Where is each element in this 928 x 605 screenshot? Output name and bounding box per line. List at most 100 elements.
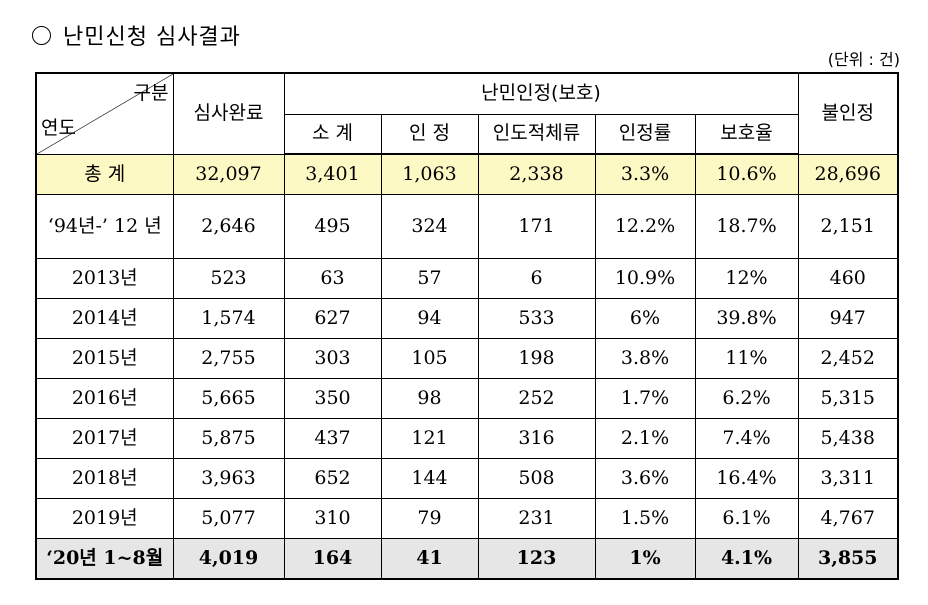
table-row: 2016년 5,665 350 98 252 1.7% 6.2% 5,315 <box>35 377 899 419</box>
table-cell: 198 <box>477 337 596 379</box>
row-label: 총 계 <box>35 153 174 195</box>
table-row: 총 계 32,097 3,401 1,063 2,338 3.3% 10.6% 28,696 <box>35 153 899 195</box>
table-cell: 32,097 <box>172 153 285 195</box>
table-cell: 4.1% <box>694 537 799 580</box>
table-cell: 10.6% <box>694 153 799 195</box>
table-cell: 3,855 <box>797 537 899 580</box>
table-row: 2017년 5,875 437 121 316 2.1% 7.4% 5,438 <box>35 417 899 459</box>
table-cell: 533 <box>477 297 596 339</box>
table-cell: 63 <box>283 257 382 299</box>
table-row: 2015년 2,755 303 105 198 3.8% 11% 2,452 <box>35 337 899 379</box>
table-cell: 523 <box>172 257 285 299</box>
table-cell: 1,063 <box>380 153 479 195</box>
table-cell: 39.8% <box>694 297 799 339</box>
row-label: 2018년 <box>35 457 174 499</box>
table-cell: 652 <box>283 457 382 499</box>
table-cell: 627 <box>283 297 382 339</box>
table-cell: 2,338 <box>477 153 596 195</box>
circle-bullet-icon <box>32 25 51 45</box>
table-row: ‘94년-’ 12 년 2,646 495 324 171 12.2% 18.7% 2,151 <box>35 193 899 259</box>
header-year: 연도 <box>41 116 76 139</box>
table-cell: 3,311 <box>797 457 899 499</box>
header-recognized-group: 난민인정(보호) <box>283 72 799 115</box>
table-cell: 5,875 <box>172 417 285 459</box>
table-cell: 6.1% <box>694 497 799 539</box>
table-cell: 11% <box>694 337 799 379</box>
table-cell: 18.7% <box>694 193 799 259</box>
table-cell: 1,574 <box>172 297 285 339</box>
table-cell: 41 <box>380 537 479 580</box>
table-cell: 121 <box>380 417 479 459</box>
table-cell: 2,452 <box>797 337 899 379</box>
table-cell: 3.6% <box>594 457 696 499</box>
row-label: 2016년 <box>35 377 174 419</box>
table-cell: 1.5% <box>594 497 696 539</box>
table-cell: 5,665 <box>172 377 285 419</box>
table-cell: 6% <box>594 297 696 339</box>
table-cell: 508 <box>477 457 596 499</box>
table-cell: 2,151 <box>797 193 899 259</box>
row-label: 2015년 <box>35 337 174 379</box>
table-cell: 105 <box>380 337 479 379</box>
header-reviewed: 심사완료 <box>172 72 285 155</box>
header-protection-rate: 보호율 <box>694 113 799 155</box>
table-cell: 7.4% <box>694 417 799 459</box>
table-cell: 947 <box>797 297 899 339</box>
table-cell: 3,401 <box>283 153 382 195</box>
table-row: ‘20년 1~8월 4,019 164 41 123 1% 4.1% 3,855 <box>35 537 899 580</box>
page-title: 난민신청 심사결과 <box>32 20 241 50</box>
table-cell: 324 <box>380 193 479 259</box>
table-cell: 10.9% <box>594 257 696 299</box>
table-cell: 123 <box>477 537 596 580</box>
table-cell: 12.2% <box>594 193 696 259</box>
table-cell: 5,315 <box>797 377 899 419</box>
table-cell: 1% <box>594 537 696 580</box>
row-label: 2013년 <box>35 257 174 299</box>
row-label: 2017년 <box>35 417 174 459</box>
table-cell: 3.3% <box>594 153 696 195</box>
table-cell: 164 <box>283 537 382 580</box>
header-humanitarian: 인도적체류 <box>477 113 596 155</box>
table-cell: 350 <box>283 377 382 419</box>
table-cell: 79 <box>380 497 479 539</box>
table-row: 2014년 1,574 627 94 533 6% 39.8% 947 <box>35 297 899 339</box>
table-cell: 437 <box>283 417 382 459</box>
table-cell: 5,438 <box>797 417 899 459</box>
header-category: 구분 <box>133 82 169 104</box>
table-cell: 94 <box>380 297 479 339</box>
table-cell: 12% <box>694 257 799 299</box>
table-cell: 5,077 <box>172 497 285 539</box>
table-cell: 57 <box>380 257 479 299</box>
table-cell: 310 <box>283 497 382 539</box>
header-rejected: 불인정 <box>797 72 899 155</box>
table-row: 2018년 3,963 652 144 508 3.6% 16.4% 3,311 <box>35 457 899 499</box>
table-cell: 316 <box>477 417 596 459</box>
row-label: 2014년 <box>35 297 174 339</box>
table-cell: 231 <box>477 497 596 539</box>
table-cell: 98 <box>380 377 479 419</box>
row-label: ‘20년 1~8월 <box>35 537 174 580</box>
table-cell: 2.1% <box>594 417 696 459</box>
table-cell: 252 <box>477 377 596 419</box>
table-cell: 2,646 <box>172 193 285 259</box>
row-label: 2019년 <box>35 497 174 539</box>
table-cell: 6 <box>477 257 596 299</box>
title-text: 난민신청 심사결과 <box>63 25 241 50</box>
table-cell: 1.7% <box>594 377 696 419</box>
table-cell: 3,963 <box>172 457 285 499</box>
table-cell: 4,019 <box>172 537 285 580</box>
unit-label: (단위 : 건) <box>827 50 900 69</box>
header-subtotal: 소 계 <box>283 113 382 155</box>
table-cell: 6.2% <box>694 377 799 419</box>
table-cell: 460 <box>797 257 899 299</box>
table-cell: 16.4% <box>694 457 799 499</box>
table-cell: 4,767 <box>797 497 899 539</box>
table-cell: 3.8% <box>594 337 696 379</box>
table-cell: 144 <box>380 457 479 499</box>
table-cell: 495 <box>283 193 382 259</box>
table-cell: 303 <box>283 337 382 379</box>
results-table: 구분 연도 심사완료 난민인정(보호) 불인정 소 계 인 정 인도적체류 인정… <box>35 72 899 580</box>
header-recognized: 인 정 <box>380 113 479 155</box>
table-cell: 171 <box>477 193 596 259</box>
table-row: 2019년 5,077 310 79 231 1.5% 6.1% 4,767 <box>35 497 899 539</box>
